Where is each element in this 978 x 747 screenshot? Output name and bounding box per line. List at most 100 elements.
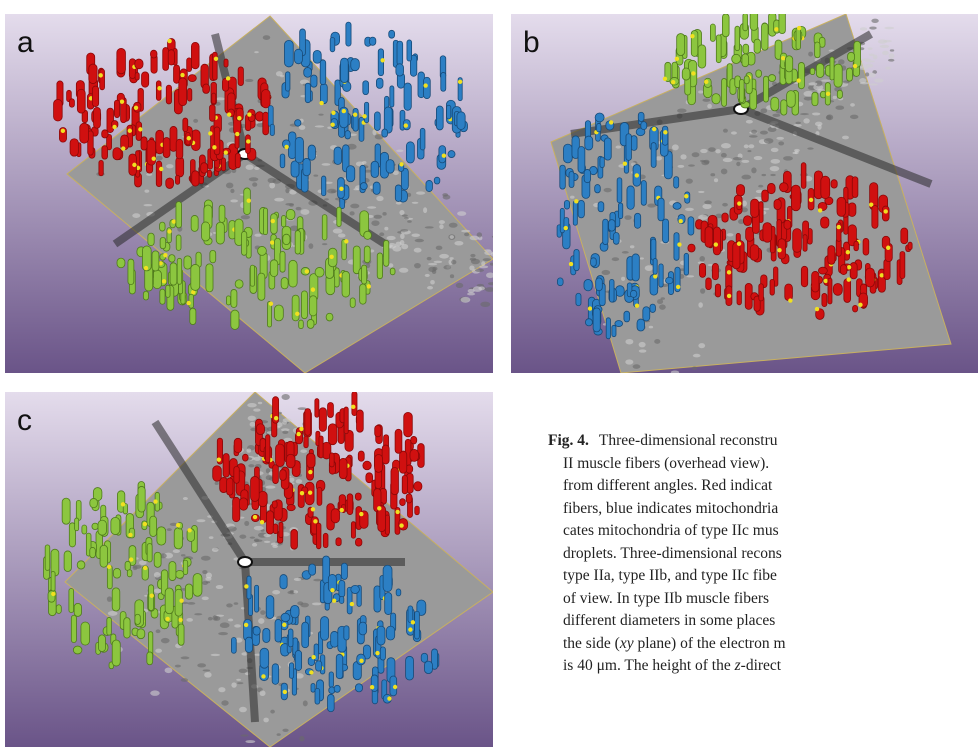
mitochondrion bbox=[227, 478, 233, 495]
mitochondrion bbox=[295, 231, 300, 254]
mitochondrion bbox=[762, 190, 769, 202]
mitochondrion bbox=[81, 622, 90, 645]
mitochondrion bbox=[759, 284, 764, 301]
texture bbox=[622, 251, 629, 254]
mitochondrion bbox=[366, 473, 373, 483]
mitochondrion bbox=[214, 127, 220, 155]
caption-text: different diameters in some places bbox=[563, 612, 775, 629]
texture bbox=[430, 280, 435, 285]
texture bbox=[416, 191, 425, 194]
mitochondrion bbox=[99, 160, 103, 175]
texture bbox=[254, 234, 261, 237]
mitochondrion bbox=[346, 22, 351, 46]
lipid-droplet bbox=[180, 73, 184, 77]
lipid-droplet bbox=[311, 507, 315, 511]
texture bbox=[254, 526, 264, 530]
mitochondrion bbox=[344, 626, 349, 640]
mitochondrion bbox=[307, 453, 315, 468]
lipid-droplet bbox=[331, 111, 335, 115]
mitochondrion bbox=[831, 180, 837, 188]
texture bbox=[423, 207, 427, 213]
mitochondrion bbox=[650, 304, 655, 312]
lipid-droplet bbox=[880, 273, 884, 277]
texture bbox=[181, 678, 188, 682]
texture bbox=[248, 416, 256, 421]
texture bbox=[283, 418, 292, 422]
lipid-droplet bbox=[367, 284, 371, 288]
texture bbox=[376, 196, 383, 201]
texture bbox=[143, 204, 152, 206]
mitochondrion bbox=[360, 284, 366, 304]
mitochondrion bbox=[210, 250, 216, 263]
mitochondrion bbox=[274, 305, 283, 321]
texture bbox=[161, 638, 170, 643]
mitochondrion bbox=[631, 136, 637, 151]
mitochondrion bbox=[203, 84, 210, 93]
texture bbox=[272, 590, 280, 594]
texture bbox=[677, 108, 687, 112]
mitochondrion bbox=[785, 56, 792, 72]
mitochondrion bbox=[382, 129, 388, 137]
mitochondrion bbox=[363, 461, 371, 470]
texture bbox=[771, 159, 781, 164]
mitochondrion bbox=[272, 664, 279, 685]
mitochondrion bbox=[243, 454, 249, 461]
texture bbox=[470, 236, 479, 241]
texture bbox=[150, 690, 159, 696]
mitochondrion bbox=[213, 466, 222, 481]
mitochondrion bbox=[100, 69, 105, 90]
mitochondrion bbox=[457, 112, 465, 130]
texture bbox=[215, 97, 225, 100]
mitochondrion bbox=[98, 520, 106, 535]
mitochondrion bbox=[190, 308, 196, 324]
texture bbox=[231, 682, 236, 687]
mitochondrion bbox=[756, 70, 762, 77]
mitochondrion bbox=[850, 263, 857, 279]
lipid-droplet bbox=[704, 80, 708, 84]
mitochondrion bbox=[578, 147, 585, 173]
texture bbox=[132, 213, 140, 218]
texture bbox=[386, 236, 395, 240]
lipid-droplet bbox=[788, 298, 792, 302]
mitochondrion bbox=[363, 81, 369, 95]
texture bbox=[400, 240, 405, 245]
texture bbox=[252, 543, 257, 547]
texture bbox=[201, 556, 211, 561]
mitochondrion bbox=[344, 407, 348, 434]
lipid-droplet bbox=[244, 584, 248, 588]
caption-text: Three-dimensional reconstru bbox=[599, 432, 778, 449]
mitochondrion bbox=[632, 254, 639, 281]
mitochondrion bbox=[309, 564, 316, 575]
mitochondrion bbox=[340, 596, 344, 603]
mitochondrion bbox=[854, 41, 861, 67]
mitochondrion bbox=[389, 30, 395, 38]
mitochondrion bbox=[350, 298, 355, 308]
lipid-droplet bbox=[163, 253, 167, 257]
mitochondrion bbox=[166, 178, 174, 188]
mitochondrion bbox=[406, 142, 414, 163]
mitochondrion bbox=[710, 24, 715, 41]
mitochondrion bbox=[600, 157, 604, 168]
mitochondrion bbox=[334, 147, 342, 164]
texture bbox=[350, 204, 359, 209]
mitochondrion bbox=[315, 399, 319, 418]
texture bbox=[274, 198, 284, 202]
texture bbox=[209, 536, 214, 539]
lipid-droplet bbox=[132, 163, 136, 167]
mitochondrion bbox=[275, 619, 281, 642]
texture bbox=[414, 263, 421, 268]
lipid-droplet bbox=[737, 201, 741, 205]
mitochondrion bbox=[751, 199, 759, 217]
mitochondrion bbox=[77, 561, 85, 569]
texture bbox=[246, 165, 254, 170]
texture bbox=[698, 215, 708, 220]
texture bbox=[258, 618, 264, 624]
lipid-droplet bbox=[299, 427, 303, 431]
lipid-droplet bbox=[313, 519, 317, 523]
texture bbox=[731, 131, 737, 134]
mitochondrion bbox=[266, 596, 274, 619]
lipid-droplet bbox=[226, 76, 230, 80]
lipid-droplet bbox=[319, 101, 323, 105]
texture bbox=[807, 147, 813, 149]
mitochondrion bbox=[169, 255, 175, 262]
